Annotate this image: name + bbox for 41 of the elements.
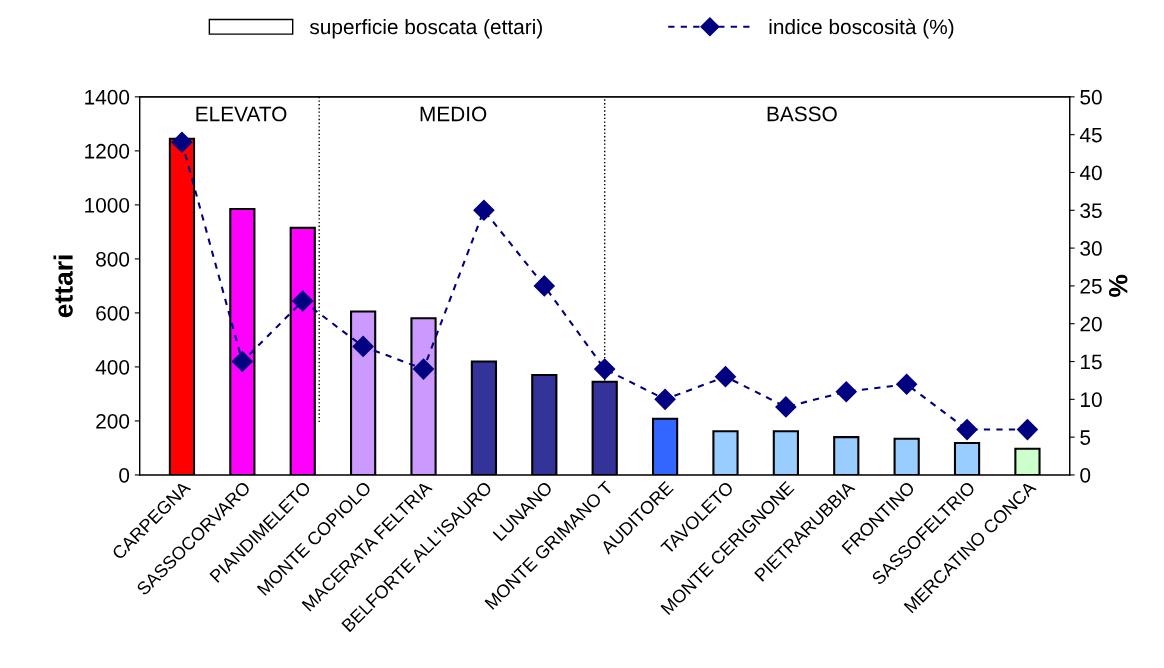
point <box>896 373 918 395</box>
y-tick-label: 600 <box>96 305 130 321</box>
point <box>533 275 555 297</box>
y2-tick-label: 45 <box>1079 127 1102 143</box>
y2-tick-label: 30 <box>1080 241 1102 256</box>
y-tick-label: 0 <box>119 467 130 483</box>
legend-label: superficie boscata (ettari) <box>309 18 542 39</box>
y2-tick-label: 0 <box>1080 467 1091 483</box>
y2-tick-label: 50 <box>1080 89 1102 105</box>
point <box>292 290 314 312</box>
y2-tick-label: 15 <box>1081 354 1102 370</box>
y-tick-label: 1000 <box>85 197 130 213</box>
annotation: MEDIO <box>420 106 487 122</box>
point <box>775 396 797 418</box>
y-tick-label: 200 <box>96 413 130 429</box>
annotation: ELEVATO <box>196 106 287 122</box>
y-tick-label: 1200 <box>85 143 130 159</box>
legend-label: indice boscosità (%) <box>769 18 954 39</box>
y-axis-title: ettari <box>53 255 73 318</box>
annotation: BASSO <box>767 106 837 122</box>
y-tick-label: 400 <box>95 359 130 375</box>
y2-tick-label: 5 <box>1080 430 1091 445</box>
point <box>413 358 435 380</box>
point <box>1016 419 1038 441</box>
point <box>714 366 736 388</box>
y2-tick-label: 35 <box>1080 203 1102 219</box>
y2-tick-label: 20 <box>1080 316 1102 332</box>
point <box>352 335 374 357</box>
point <box>835 381 857 403</box>
y2-tick-label: 25 <box>1080 278 1102 294</box>
point <box>171 131 193 153</box>
y-tick-label: 1400 <box>85 89 130 105</box>
point <box>594 358 616 380</box>
point <box>473 199 495 221</box>
point <box>956 419 978 441</box>
point <box>231 351 253 373</box>
point <box>654 388 676 410</box>
y2-tick-label: 10 <box>1081 392 1102 408</box>
y2-axis-title: % <box>1108 274 1128 297</box>
y2-tick-label: 40 <box>1079 165 1102 181</box>
y-tick-label: 800 <box>96 251 130 267</box>
